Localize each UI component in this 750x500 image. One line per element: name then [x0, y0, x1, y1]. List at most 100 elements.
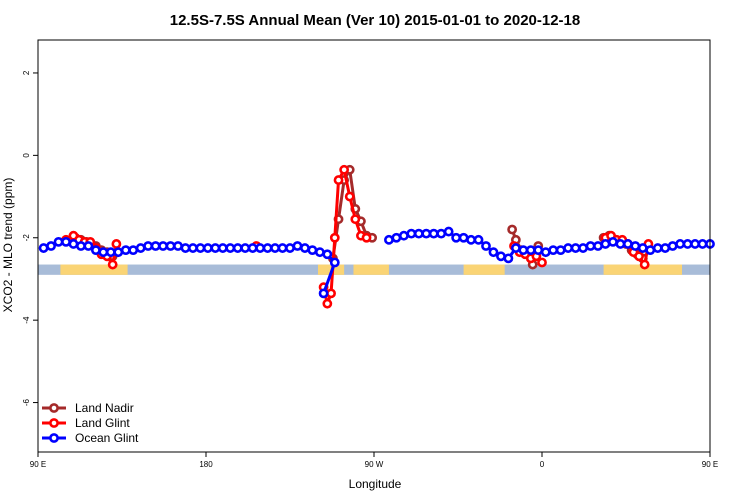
data-point [195, 243, 206, 253]
data-point [563, 243, 574, 253]
data-point [533, 245, 544, 256]
data-point [326, 288, 336, 299]
data-point [645, 245, 656, 256]
data-point [90, 245, 101, 256]
chart-title: 12.5S-7.5S Annual Mean (Ver 10) 2015-01-… [170, 12, 581, 29]
data-point [314, 247, 325, 258]
data-point [350, 214, 361, 225]
data-point [53, 236, 64, 247]
data-point [158, 241, 168, 251]
x-tick-label: 90 W [365, 460, 384, 469]
data-point [83, 241, 94, 251]
data-point [113, 247, 124, 258]
data-point [421, 228, 432, 239]
y-axis: 2 0 -2 -4 -6 [22, 70, 38, 406]
data-point [697, 239, 708, 249]
y-tick-label: 0 [22, 153, 31, 158]
data-point [555, 245, 566, 256]
data-point [510, 243, 521, 253]
data-point [128, 245, 139, 256]
data-point [61, 236, 71, 247]
land-strip-segment [463, 264, 505, 275]
x-tick-label: 0 [540, 460, 545, 469]
data-point [525, 245, 536, 256]
data-point [507, 224, 518, 235]
data-point [285, 243, 295, 253]
data-point [225, 243, 236, 253]
data-point [210, 243, 221, 253]
data-point [637, 243, 648, 253]
data-point [622, 239, 633, 249]
data-point [165, 241, 176, 251]
x-tick-label: 90 E [30, 460, 46, 469]
data-point [473, 234, 484, 245]
legend-marker [49, 403, 59, 413]
data-point [38, 243, 49, 253]
data-point [443, 226, 454, 237]
data-point [322, 249, 333, 260]
data-point [120, 245, 131, 256]
data-point [639, 259, 650, 270]
data-point [458, 232, 469, 243]
data-point [277, 243, 288, 253]
land-strip-segment [603, 264, 682, 275]
x-axis-label: Longitude [349, 477, 402, 491]
y-tick-label: 2 [22, 70, 31, 75]
data-point [292, 241, 303, 251]
data-point [488, 247, 499, 258]
data-point [578, 243, 588, 253]
data-point [652, 243, 663, 253]
data-point [240, 243, 251, 253]
data-point [593, 241, 603, 251]
data-point [307, 245, 318, 256]
data-point [173, 241, 183, 251]
data-point [540, 247, 551, 258]
data-point [675, 239, 686, 249]
data-point [537, 257, 547, 268]
data-point [481, 241, 491, 251]
data-point [255, 243, 266, 253]
y-tick-label: -4 [22, 316, 31, 324]
land-strip [38, 264, 710, 275]
data-point [107, 259, 118, 270]
data-point [548, 245, 559, 256]
data-point [247, 243, 258, 253]
data-point [68, 239, 79, 249]
data-point [339, 164, 350, 175]
data-point [344, 191, 355, 202]
data-point [262, 243, 273, 253]
y-axis-label: XCO2 - MLO trend (ppm) [1, 178, 15, 313]
data-point [660, 243, 671, 253]
x-tick-label: 180 [199, 460, 213, 469]
data-point [451, 232, 462, 243]
data-point [682, 239, 693, 249]
series-ocean-glint [38, 226, 715, 299]
data-point [361, 232, 372, 243]
legend-marker [49, 418, 59, 428]
data-point [518, 245, 529, 256]
data-point [634, 251, 644, 262]
data-point [150, 241, 161, 251]
series-line [322, 168, 368, 306]
legend-label: Land Nadir [75, 401, 134, 415]
land-strip-segment [353, 264, 389, 275]
legend-marker [49, 433, 59, 443]
data-point [496, 251, 506, 262]
data-point [111, 239, 122, 249]
data-point [329, 232, 340, 243]
y-tick-label: -6 [22, 398, 31, 406]
land-strip-segment [60, 264, 128, 275]
series-land-glint [61, 164, 654, 309]
series-lines [38, 164, 715, 309]
data-point [300, 243, 310, 253]
data-point [398, 230, 409, 241]
data-point [600, 239, 611, 249]
data-point [428, 228, 439, 239]
legend-label: Ocean Glint [75, 431, 139, 445]
y-tick-label: -2 [22, 234, 31, 242]
data-point [436, 228, 447, 239]
data-point [322, 298, 333, 309]
data-point [630, 241, 641, 251]
